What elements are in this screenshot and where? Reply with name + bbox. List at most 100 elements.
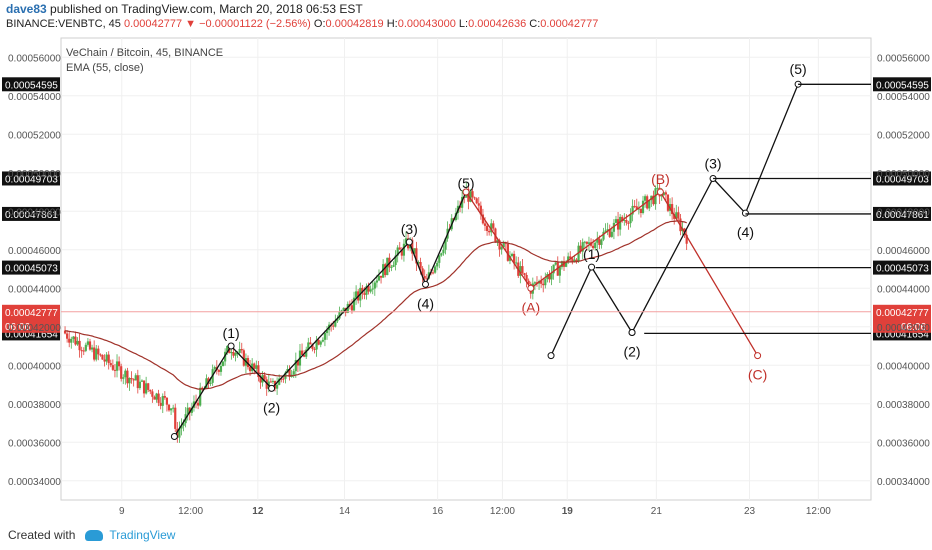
candle	[151, 391, 154, 397]
candle	[280, 378, 283, 380]
wave-point[interactable]	[741, 209, 749, 217]
candle	[643, 196, 647, 201]
candle	[292, 371, 295, 375]
candle	[246, 358, 250, 368]
wave-point[interactable]	[170, 432, 178, 440]
candle	[400, 249, 403, 256]
candle	[70, 338, 73, 343]
candle	[76, 340, 79, 345]
countdown-label: 06:06	[901, 322, 926, 333]
candle	[523, 273, 526, 275]
candle	[481, 214, 485, 224]
candle	[338, 311, 341, 319]
candle	[648, 200, 651, 209]
candle	[186, 407, 189, 415]
candle	[384, 264, 387, 276]
candle	[592, 245, 595, 249]
candle	[506, 243, 509, 261]
wave-line	[173, 191, 467, 437]
close-label: C:	[529, 18, 541, 30]
wave-label: (1)	[223, 325, 240, 341]
candle	[569, 256, 572, 259]
wave-point[interactable]	[527, 284, 535, 292]
wave-label: (1)	[583, 246, 600, 262]
candle	[68, 338, 71, 343]
price-marker-label: 0.00047861	[5, 210, 58, 221]
price-chart[interactable]: (1)(2)(3)(4)(5)(A)(B)(C)(3)(4)(5)(1)(2) …	[0, 36, 932, 548]
candle	[149, 389, 152, 392]
candle	[317, 340, 320, 345]
candle	[163, 396, 166, 398]
candle	[510, 253, 514, 257]
wave-label: (2)	[263, 399, 280, 415]
wave-point[interactable]	[547, 352, 555, 360]
author-name[interactable]: dave83	[6, 2, 47, 16]
symbol-label: BINANCE:VENBTC, 45	[6, 18, 121, 30]
candle	[209, 382, 212, 384]
candle	[498, 240, 501, 250]
wave-label: (B)	[651, 171, 670, 187]
y-tick-label: 0.00052000	[8, 130, 61, 141]
candle	[128, 378, 131, 384]
y-tick-label: 0.00034000	[877, 477, 930, 488]
wave-point[interactable]	[227, 342, 235, 350]
wave-point[interactable]	[405, 238, 413, 246]
candle	[560, 261, 564, 268]
candle	[174, 407, 177, 429]
legend-title: VeChain / Bitcoin, 45, BINANCE	[66, 47, 223, 59]
candle	[97, 348, 100, 355]
wave-point[interactable]	[656, 188, 664, 196]
price-marker-label: 0.00054595	[5, 80, 58, 91]
candle	[346, 303, 349, 313]
candle	[641, 200, 645, 214]
candle	[637, 208, 640, 210]
candle	[394, 255, 397, 266]
y-tick-label: 0.00050000	[8, 169, 61, 180]
wave-point[interactable]	[422, 280, 429, 288]
created-with-label: Created with	[8, 528, 76, 542]
price-marker-label: 0.00045073	[5, 264, 58, 275]
candle	[172, 407, 175, 409]
candle	[444, 238, 447, 250]
candle	[288, 368, 291, 377]
candle	[471, 191, 474, 198]
wave-point[interactable]	[462, 188, 470, 196]
candle	[548, 274, 551, 280]
price-marker	[2, 206, 60, 221]
candle	[662, 192, 665, 196]
y-tick-label: 0.00034000	[8, 477, 61, 488]
candle	[500, 247, 503, 250]
candle	[72, 336, 75, 339]
candle	[95, 348, 98, 360]
candle	[323, 333, 327, 340]
tradingview-brand[interactable]: TradingView	[109, 528, 176, 542]
wave-label: (3)	[401, 221, 418, 237]
wave-label: (2)	[623, 344, 640, 360]
candle	[365, 286, 368, 295]
candle	[271, 380, 275, 382]
tradingview-logo-icon[interactable]	[85, 529, 104, 541]
candle	[434, 266, 437, 273]
candle	[579, 245, 582, 252]
wave-point[interactable]	[268, 384, 276, 392]
wave-label: (A)	[521, 299, 540, 315]
candle	[325, 330, 329, 334]
candle	[627, 222, 630, 224]
candle	[176, 428, 179, 438]
legend-indicator: EMA (55, close)	[66, 62, 144, 74]
y-tick-label: 0.00048000	[877, 207, 930, 218]
wave-point[interactable]	[754, 352, 762, 360]
candle	[631, 205, 634, 215]
candle	[602, 231, 605, 240]
y-tick-label: 0.00056000	[877, 53, 930, 64]
x-tick-label: 12:00	[178, 506, 203, 517]
candle	[417, 262, 420, 264]
candle	[469, 191, 472, 202]
candle	[300, 350, 304, 355]
publish-line: dave83 published on TradingView.com, Mar…	[6, 2, 363, 16]
wave-point[interactable]	[628, 329, 636, 337]
candle	[369, 289, 372, 292]
wave-point[interactable]	[588, 263, 596, 271]
candle	[440, 253, 443, 256]
candle	[234, 353, 237, 356]
